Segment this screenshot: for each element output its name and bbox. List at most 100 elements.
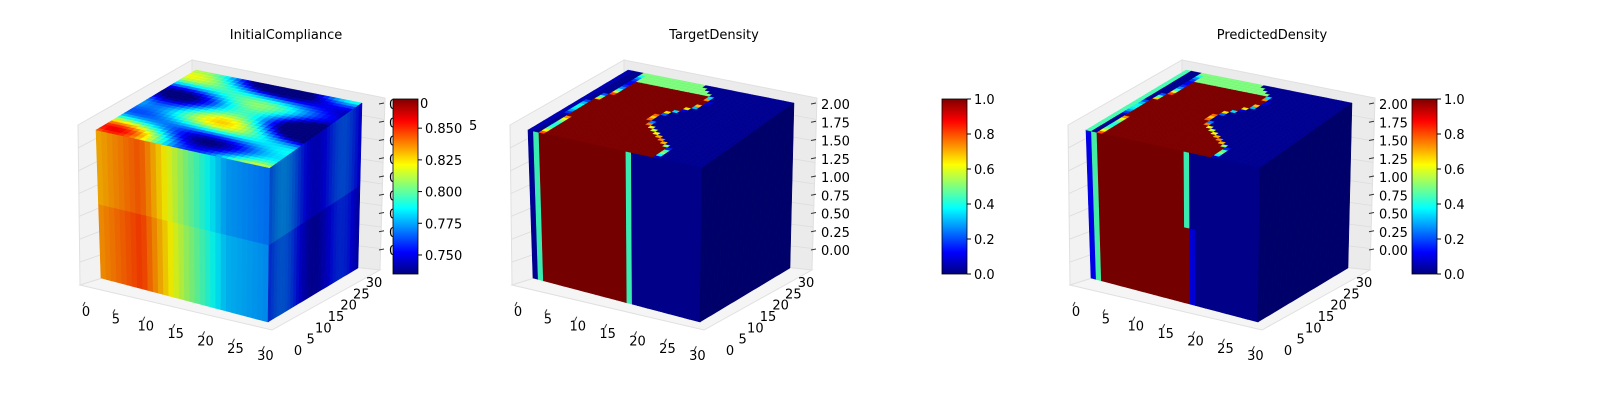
panel-title: InitialCompliance [230, 28, 343, 43]
y-tick-label: 0 [1284, 344, 1292, 359]
voxel-block [1085, 69, 1353, 323]
voxel-front [1168, 222, 1175, 301]
voxel-front [663, 235, 670, 315]
voxel-front [1178, 225, 1186, 304]
voxel-front [1226, 160, 1234, 239]
voxel-front [614, 148, 622, 227]
z-tick-mark [810, 212, 817, 214]
colorbar-tick-label: 0.6 [1444, 163, 1465, 178]
z-tick-label: 0.00 [1379, 244, 1408, 259]
x-tick-label: 15 [1157, 327, 1174, 342]
z-tick-mark [1368, 230, 1375, 233]
voxel-front [679, 162, 687, 242]
z-tick-mark [810, 120, 817, 123]
z-tick-mark [810, 157, 817, 160]
voxel-front [1183, 151, 1191, 229]
x-tick-mark [1192, 331, 1196, 336]
z-tick-mark [378, 157, 385, 160]
voxel-front [647, 231, 654, 310]
voxel-front [1205, 231, 1212, 310]
voxel-front [1199, 154, 1207, 233]
colorbar-tick-label: 0.850 [425, 122, 462, 137]
voxel-front [226, 158, 233, 237]
z-tick-label: 0.25 [1379, 226, 1408, 241]
y-tick-label: 5 [1297, 333, 1305, 348]
voxel-front [236, 160, 244, 239]
z-tick-mark [1368, 102, 1375, 105]
x-tick-mark [1222, 338, 1225, 343]
colorbar-tick-label: 0.4 [1444, 198, 1465, 213]
voxel-front [668, 236, 675, 316]
y-tick-label: 30 [798, 276, 815, 291]
y-tick-label: 15 [328, 310, 345, 325]
voxel-front [199, 227, 206, 306]
voxel-front [1216, 158, 1223, 237]
x-tick-label: 0 [1072, 305, 1080, 320]
x-tick-mark [202, 331, 206, 336]
voxel-front [183, 224, 191, 302]
z-tick-mark [378, 248, 385, 251]
voxel-front [1189, 227, 1196, 306]
z-tick-mark [810, 102, 817, 105]
colorbar-tick-label: 0.800 [425, 186, 462, 201]
x-tick-label: 25 [659, 342, 676, 357]
voxel-front [657, 234, 665, 313]
voxel-front [193, 151, 201, 229]
x-tick-label: 15 [167, 327, 184, 342]
y-tick-label: 25 [353, 287, 370, 302]
voxel-front [630, 152, 638, 230]
x-tick-mark [574, 316, 578, 321]
panel-title: PredictedDensity [1217, 28, 1328, 43]
voxel-front [625, 151, 633, 229]
x-tick-label: 25 [1217, 342, 1234, 357]
x-tick-mark [261, 345, 265, 351]
z-tick-mark [1368, 212, 1375, 214]
x-tick-label: 5 [112, 312, 120, 327]
voxel-front [641, 154, 649, 233]
voxel-front [204, 229, 211, 308]
voxel-front [652, 233, 659, 312]
front-face [1085, 129, 1261, 323]
voxel-front [242, 161, 249, 241]
colorbar-tick-label: 0.750 [425, 249, 462, 264]
z-tick-label: 1.50 [821, 135, 850, 150]
colorbar-tick-label: 0.8 [1444, 128, 1465, 143]
voxel-front [1178, 149, 1185, 228]
z-tick-label: 0.25 [821, 226, 850, 241]
x-tick-label: 10 [138, 320, 155, 335]
z-tick-label: 0.75 [1379, 189, 1408, 204]
voxel-front [642, 230, 649, 309]
colorbar-gradient [1411, 98, 1438, 275]
voxel-front [668, 160, 676, 239]
colorbar-tick-label: 0.0 [1444, 268, 1465, 283]
y-tick-label: 5 [307, 333, 315, 348]
x-tick-mark [634, 331, 638, 336]
voxel-front [215, 155, 222, 234]
front-face [527, 129, 703, 323]
voxel-front [215, 231, 222, 310]
voxel-front [1173, 224, 1181, 302]
x-tick-label: 30 [1247, 349, 1264, 364]
colorbar-gradient [941, 98, 968, 275]
y-tick-label: 20 [1330, 299, 1347, 314]
x-tick-label: 30 [689, 349, 706, 364]
voxel-front [241, 238, 249, 317]
voxel-front [652, 156, 659, 236]
voxel-front [1221, 235, 1228, 315]
top-face [95, 69, 363, 169]
voxel-front [610, 222, 617, 301]
z-tick-mark [810, 193, 817, 196]
voxel-front [204, 153, 211, 232]
voxel-front [663, 159, 670, 238]
top-face [1085, 69, 1353, 169]
voxel-front [674, 161, 681, 241]
z-tick-mark [1368, 120, 1375, 123]
z-tick-mark [1368, 248, 1375, 251]
voxel-front [231, 235, 238, 315]
colorbar-tick-label: 0.4 [974, 198, 995, 213]
colorbar-tick-label: 0.6 [974, 163, 995, 178]
voxel-front [647, 155, 654, 234]
voxel-side [788, 102, 795, 188]
x-tick-mark [82, 301, 86, 307]
